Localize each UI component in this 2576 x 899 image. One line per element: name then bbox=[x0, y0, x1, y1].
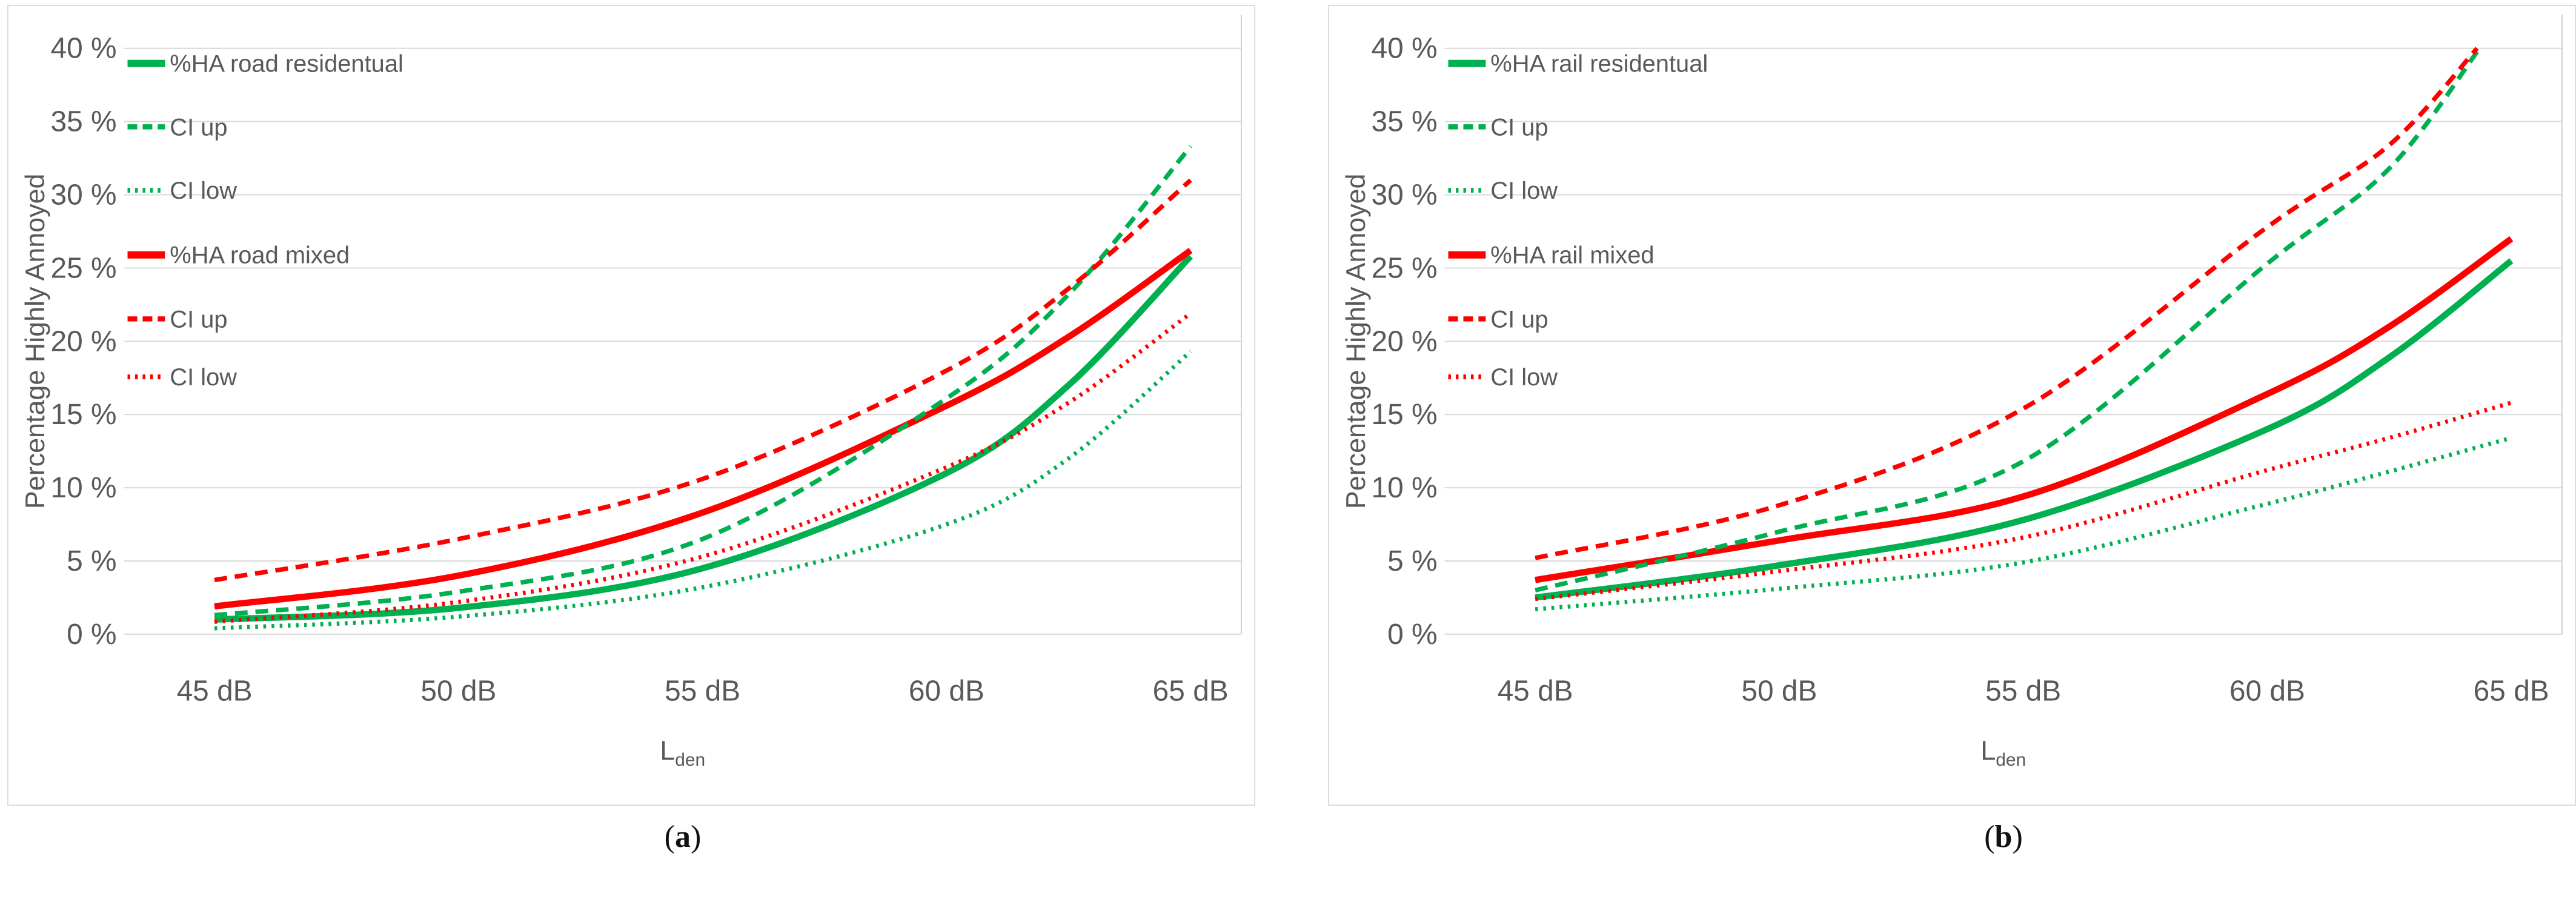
gridlines bbox=[1444, 47, 2562, 635]
series-dotted-red bbox=[1535, 400, 2512, 602]
gridlines bbox=[124, 47, 1241, 635]
y-tick-label: 15 % bbox=[51, 399, 117, 431]
y-tick-label: 10 % bbox=[51, 472, 117, 504]
y-tick-label: 25 % bbox=[51, 252, 117, 284]
legend-label: %HA rail residentual bbox=[1490, 51, 1708, 78]
series-solid-green bbox=[214, 254, 1193, 623]
y-tick-label: 40 % bbox=[1372, 33, 1438, 65]
legend-item: %HA road residentual bbox=[127, 51, 403, 78]
legend-item: CI low bbox=[1448, 364, 1558, 391]
series-dashed-red bbox=[1535, 47, 2479, 560]
legend-item: %HA road mixed bbox=[127, 242, 350, 269]
y-axis-title: Percentage Highly Annoyed bbox=[1340, 173, 1371, 509]
legend-item: CI low bbox=[1448, 177, 1558, 204]
legend: %HA road residentual CI up CI low %HA road … bbox=[127, 51, 403, 391]
y-tick-label: 0 % bbox=[67, 619, 116, 651]
x-tick-label: 55 dB bbox=[1985, 675, 2061, 708]
legend-item: CI up bbox=[1448, 114, 1549, 141]
legend-item: CI low bbox=[127, 364, 237, 391]
legend-label: CI low bbox=[170, 177, 237, 204]
x-tick-label: 45 dB bbox=[177, 675, 253, 708]
chart-a-road: 0 % 5 % 10 % 15 % 20 % 25 % 30 % 35 % 40 % 45 dB 5… bbox=[19, 14, 1242, 770]
x-tick-label: 50 dB bbox=[1741, 675, 1817, 708]
legend-label: CI low bbox=[1490, 177, 1558, 204]
x-tick-label: 60 dB bbox=[909, 675, 984, 708]
y-tick-label: 5 % bbox=[67, 545, 116, 577]
x-tick-label: 45 dB bbox=[1498, 675, 1573, 708]
y-axis-tick-labels: 0 % 5 % 10 % 15 % 20 % 25 % 30 % 35 % 40 % bbox=[1372, 33, 1438, 651]
series-dashed-red bbox=[214, 178, 1192, 583]
legend-label: CI low bbox=[1490, 364, 1558, 391]
legend-item: %HA rail mixed bbox=[1448, 242, 1655, 269]
legend-item: %HA rail residentual bbox=[1448, 51, 1708, 78]
legend-label: CI up bbox=[1490, 114, 1548, 141]
legend-label: CI up bbox=[1490, 306, 1548, 333]
series-dotted-red bbox=[214, 311, 1192, 624]
y-tick-label: 20 % bbox=[1372, 325, 1438, 357]
y-tick-label: 35 % bbox=[51, 106, 117, 138]
panel-b: 0 % 5 % 10 % 15 % 20 % 25 % 30 % 35 % 40 % 45 dB 5… bbox=[1328, 5, 2576, 806]
legend-item: CI up bbox=[127, 114, 228, 141]
x-axis-title: Lden bbox=[1980, 735, 2026, 770]
x-tick-label: 65 dB bbox=[2474, 675, 2549, 708]
y-tick-label: 15 % bbox=[1372, 399, 1438, 431]
legend-label: CI low bbox=[170, 364, 237, 391]
series-dashed-green bbox=[1535, 47, 2481, 593]
x-axis-title: Lden bbox=[660, 735, 705, 770]
x-tick-label: 55 dB bbox=[665, 675, 740, 708]
series-solid-green bbox=[1535, 258, 2514, 601]
x-axis-tick-labels: 45 dB 50 dB 55 dB 60 dB 65 dB bbox=[1498, 675, 2549, 708]
panel-a: 0 % 5 % 10 % 15 % 20 % 25 % 30 % 35 % 40 % 45 dB 5… bbox=[7, 5, 1255, 806]
x-tick-label: 60 dB bbox=[2229, 675, 2305, 708]
legend: %HA rail residentual CI up CI low %HA rail … bbox=[1448, 51, 1708, 391]
y-tick-label: 30 % bbox=[1372, 179, 1438, 211]
y-tick-label: 20 % bbox=[51, 325, 117, 357]
y-axis-title: Percentage Highly Annoyed bbox=[19, 173, 50, 509]
legend-item: CI up bbox=[127, 306, 228, 333]
x-axis-tick-labels: 45 dB 50 dB 55 dB 60 dB 65 dB bbox=[177, 675, 1229, 708]
series-curves bbox=[1535, 47, 2514, 612]
x-tick-label: 65 dB bbox=[1153, 675, 1229, 708]
x-tick-label: 50 dB bbox=[420, 675, 496, 708]
captions-row: (a) (b) bbox=[0, 819, 2576, 886]
legend-label: %HA road mixed bbox=[170, 242, 350, 269]
series-solid-red bbox=[214, 248, 1193, 610]
legend-label: %HA road residentual bbox=[170, 51, 403, 78]
series-curves bbox=[214, 145, 1193, 631]
series-dotted-green bbox=[214, 350, 1192, 631]
y-tick-label: 0 % bbox=[1387, 619, 1437, 651]
caption-a: (a) bbox=[664, 820, 702, 854]
legend-label: %HA rail mixed bbox=[1490, 242, 1654, 269]
chart-b-rail: 0 % 5 % 10 % 15 % 20 % 25 % 30 % 35 % 40 % 45 dB 5… bbox=[1340, 14, 2563, 770]
y-tick-label: 5 % bbox=[1387, 545, 1437, 577]
legend-item: CI low bbox=[127, 177, 237, 204]
y-tick-label: 40 % bbox=[51, 33, 117, 65]
y-tick-label: 35 % bbox=[1372, 106, 1438, 138]
legend-label: CI up bbox=[170, 306, 227, 333]
legend-label: CI up bbox=[170, 114, 227, 141]
legend-item: CI up bbox=[1448, 306, 1549, 333]
y-tick-label: 10 % bbox=[1372, 472, 1438, 504]
caption-b: (b) bbox=[1984, 820, 2023, 854]
y-axis-tick-labels: 0 % 5 % 10 % 15 % 20 % 25 % 30 % 35 % 40 % bbox=[51, 33, 117, 651]
y-tick-label: 25 % bbox=[1372, 252, 1438, 284]
y-tick-label: 30 % bbox=[51, 179, 117, 211]
series-solid-red bbox=[1535, 236, 2514, 583]
series-dashed-green bbox=[214, 145, 1193, 618]
